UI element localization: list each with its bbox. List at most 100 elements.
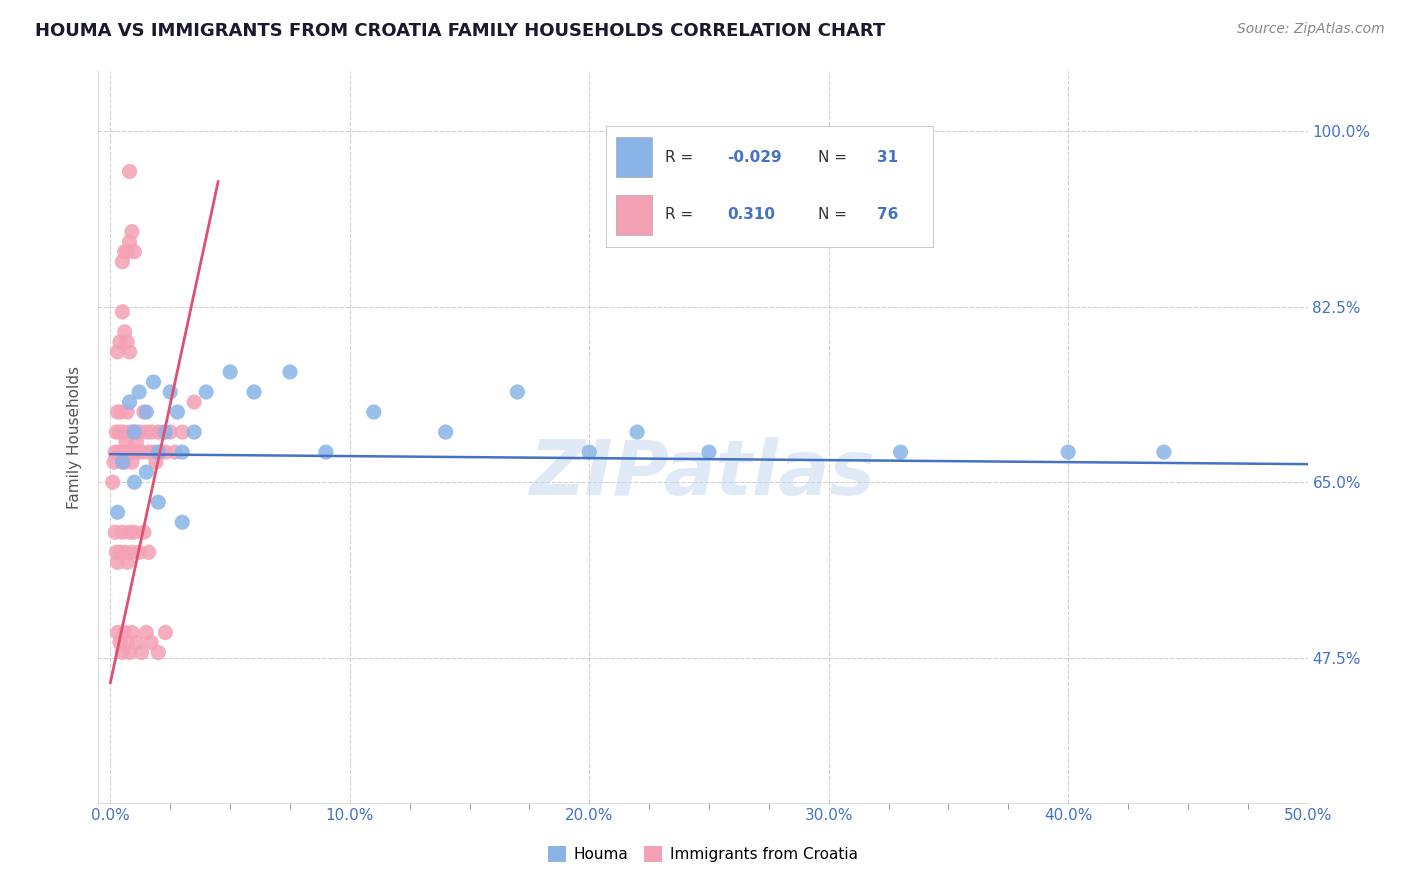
Point — [115, 334, 138, 349]
Point — [115, 555, 138, 569]
Point — [104, 525, 127, 540]
Point — [124, 445, 146, 459]
Point — [219, 365, 242, 379]
Point — [124, 525, 146, 540]
Point — [114, 625, 136, 640]
Point — [125, 635, 148, 649]
Point — [172, 515, 194, 529]
Point — [889, 445, 911, 459]
Point — [103, 455, 125, 469]
Point — [128, 384, 150, 399]
Point — [124, 425, 146, 439]
Point — [1057, 445, 1080, 459]
Point — [107, 555, 129, 569]
Point — [118, 646, 141, 660]
Point — [104, 445, 127, 459]
Point — [148, 445, 170, 459]
Point — [107, 445, 129, 459]
Point — [114, 325, 136, 339]
Point — [142, 375, 165, 389]
Y-axis label: Family Households: Family Households — [67, 366, 83, 508]
Point — [111, 455, 134, 469]
Point — [163, 445, 186, 459]
Point — [139, 635, 162, 649]
Point — [139, 425, 162, 439]
Point — [183, 395, 205, 409]
Point — [111, 254, 134, 268]
Point — [118, 345, 141, 359]
Point — [111, 525, 134, 540]
Point — [278, 365, 301, 379]
Point — [114, 244, 136, 259]
Point — [124, 244, 146, 259]
Point — [159, 384, 181, 399]
Point — [1153, 445, 1175, 459]
Point — [114, 455, 136, 469]
Point — [195, 384, 218, 399]
Point — [131, 445, 153, 459]
Point — [132, 525, 155, 540]
Point — [135, 425, 157, 439]
Point — [155, 625, 177, 640]
Point — [121, 545, 143, 559]
Point — [118, 425, 141, 439]
Point — [120, 445, 142, 459]
Point — [124, 475, 146, 490]
Point — [108, 545, 131, 559]
Point — [124, 425, 146, 439]
Point — [132, 405, 155, 419]
Point — [135, 405, 157, 419]
Point — [142, 445, 165, 459]
Point — [363, 405, 385, 419]
Point — [101, 475, 124, 490]
Point — [149, 445, 172, 459]
Point — [127, 445, 149, 459]
Point — [121, 225, 143, 239]
Point — [138, 445, 160, 459]
Point — [125, 435, 148, 450]
Point — [110, 405, 132, 419]
Point — [166, 405, 188, 419]
Point — [172, 425, 194, 439]
Point — [111, 445, 134, 459]
Point — [159, 425, 181, 439]
Point — [128, 545, 150, 559]
Point — [145, 455, 167, 469]
Point — [112, 425, 135, 439]
Point — [128, 425, 150, 439]
Point — [115, 435, 138, 450]
Point — [107, 625, 129, 640]
Text: HOUMA VS IMMIGRANTS FROM CROATIA FAMILY HOUSEHOLDS CORRELATION CHART: HOUMA VS IMMIGRANTS FROM CROATIA FAMILY … — [35, 22, 886, 40]
Point — [111, 646, 134, 660]
Point — [121, 625, 143, 640]
Point — [118, 395, 141, 409]
Legend: Houma, Immigrants from Croatia: Houma, Immigrants from Croatia — [541, 840, 865, 868]
Point — [172, 445, 194, 459]
Point — [183, 425, 205, 439]
Point — [117, 445, 139, 459]
Point — [122, 425, 145, 439]
Point — [578, 445, 600, 459]
Point — [107, 505, 129, 519]
Point — [118, 235, 141, 249]
Point — [118, 525, 141, 540]
Point — [135, 465, 157, 479]
Point — [138, 545, 160, 559]
Point — [108, 635, 131, 649]
Point — [108, 425, 131, 439]
Point — [105, 425, 128, 439]
Point — [115, 244, 138, 259]
Text: ZIPatlas: ZIPatlas — [530, 437, 876, 510]
Point — [131, 646, 153, 660]
Point — [152, 425, 174, 439]
Point — [135, 625, 157, 640]
Point — [697, 445, 720, 459]
Point — [118, 164, 141, 178]
Point — [107, 345, 129, 359]
Point — [155, 425, 177, 439]
Point — [148, 425, 170, 439]
Point — [315, 445, 337, 459]
Point — [114, 545, 136, 559]
Point — [148, 646, 170, 660]
Point — [108, 334, 131, 349]
